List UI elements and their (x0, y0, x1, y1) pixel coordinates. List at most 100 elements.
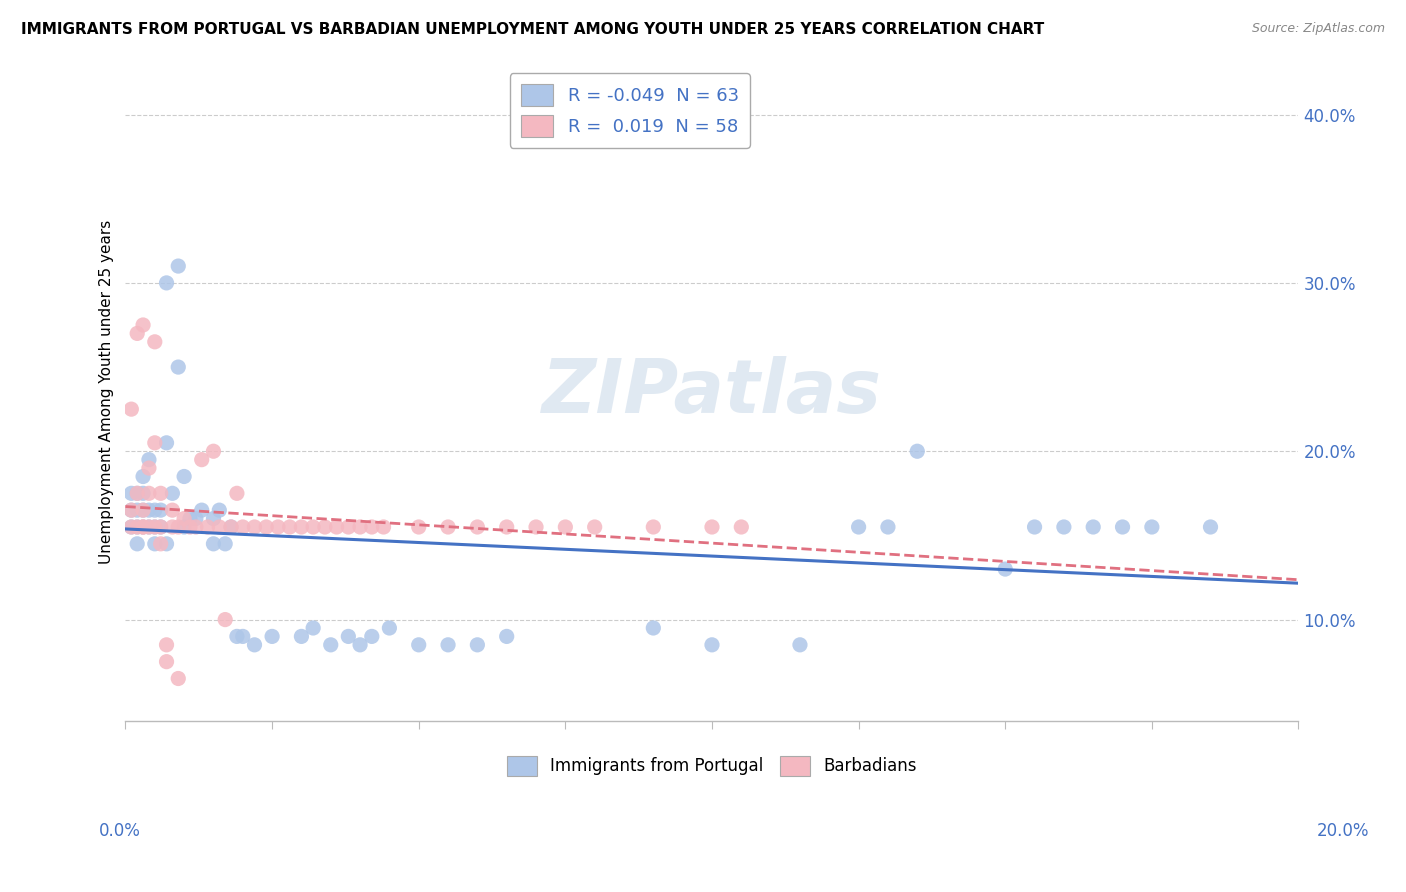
Point (1024, 520, 1046, 534)
Point (149, 486, 172, 500)
Point (132, 503, 155, 517)
Point (149, 503, 172, 517)
Point (373, 520, 395, 534)
Point (243, 520, 266, 534)
Point (467, 638, 489, 652)
Point (190, 503, 212, 517)
Text: 20.0%: 20.0% (1316, 822, 1369, 840)
Point (1053, 520, 1076, 534)
Point (132, 469, 155, 483)
Point (173, 520, 195, 534)
Point (155, 638, 177, 652)
Point (120, 503, 142, 517)
Point (214, 613, 236, 627)
Point (127, 486, 149, 500)
Point (437, 520, 460, 534)
Point (408, 638, 430, 652)
Point (408, 520, 430, 534)
Point (120, 402, 142, 417)
Point (319, 638, 342, 652)
Point (138, 520, 160, 534)
Point (314, 520, 336, 534)
Point (173, 511, 195, 525)
Point (302, 520, 325, 534)
Point (143, 435, 166, 450)
Point (225, 629, 247, 643)
Point (243, 638, 266, 652)
Point (583, 520, 606, 534)
Point (437, 638, 460, 652)
Point (143, 520, 166, 534)
Point (138, 452, 160, 467)
Point (132, 318, 155, 332)
Point (179, 511, 201, 525)
Point (167, 360, 190, 375)
Point (155, 537, 177, 551)
Point (495, 629, 517, 643)
Point (877, 520, 900, 534)
Point (700, 520, 723, 534)
Point (143, 537, 166, 551)
Point (155, 276, 177, 290)
Point (143, 503, 166, 517)
Point (120, 520, 142, 534)
Point (138, 486, 160, 500)
Point (905, 444, 928, 458)
Point (173, 469, 195, 483)
Legend: Immigrants from Portugal, Barbadians: Immigrants from Portugal, Barbadians (499, 747, 925, 784)
Text: ZIPatlas: ZIPatlas (541, 356, 882, 429)
Point (554, 520, 576, 534)
Point (138, 520, 160, 534)
Point (162, 520, 184, 534)
Point (167, 520, 190, 534)
Point (127, 520, 149, 534)
Point (267, 520, 290, 534)
Point (149, 520, 172, 534)
Point (325, 520, 347, 534)
Point (1199, 520, 1222, 534)
Point (120, 503, 142, 517)
Point (495, 520, 517, 534)
Point (202, 511, 225, 525)
Point (700, 638, 723, 652)
Point (302, 621, 325, 635)
Point (1111, 520, 1133, 534)
Point (262, 629, 284, 643)
Point (149, 537, 172, 551)
Point (127, 520, 149, 534)
Point (730, 520, 752, 534)
Point (197, 520, 219, 534)
Point (127, 503, 149, 517)
Point (290, 629, 312, 643)
Point (127, 537, 149, 551)
Point (232, 520, 254, 534)
Point (179, 520, 201, 534)
Point (155, 655, 177, 669)
Point (214, 537, 236, 551)
Point (337, 520, 360, 534)
Point (225, 486, 247, 500)
Point (349, 520, 371, 534)
Point (162, 503, 184, 517)
Point (643, 621, 665, 635)
Point (138, 503, 160, 517)
Point (190, 452, 212, 467)
Text: Source: ZipAtlas.com: Source: ZipAtlas.com (1251, 22, 1385, 36)
Point (219, 520, 242, 534)
Point (467, 520, 489, 534)
Text: 0.0%: 0.0% (98, 822, 141, 840)
Point (524, 520, 547, 534)
Point (219, 520, 242, 534)
Point (278, 520, 301, 534)
Point (127, 486, 149, 500)
Point (848, 520, 870, 534)
Point (643, 520, 665, 534)
Point (360, 629, 382, 643)
Point (254, 520, 277, 534)
Point (202, 537, 225, 551)
Point (132, 520, 155, 534)
Point (127, 326, 149, 341)
Point (360, 520, 382, 534)
Point (994, 562, 1017, 576)
Point (143, 334, 166, 349)
